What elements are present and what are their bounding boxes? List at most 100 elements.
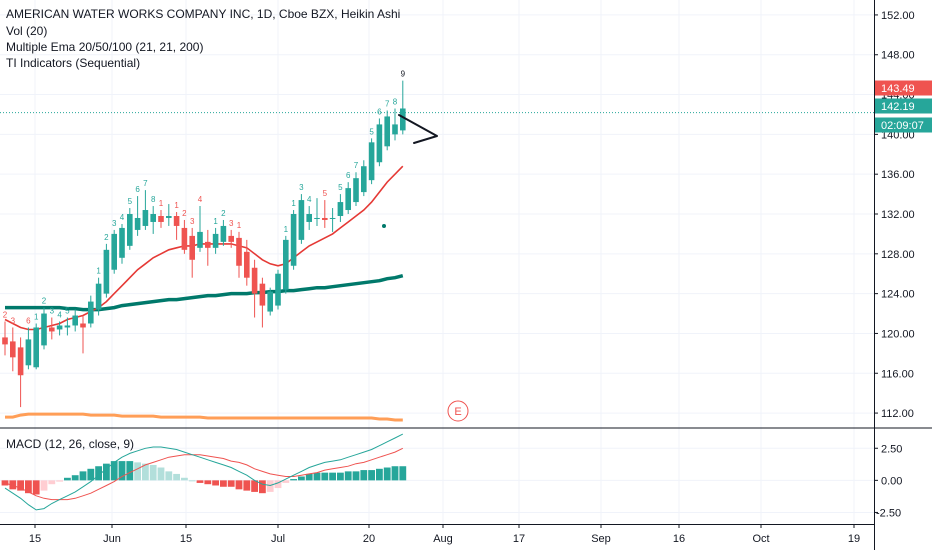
candle-body bbox=[72, 315, 78, 326]
candle-body bbox=[2, 337, 8, 345]
sequential-count: 3 bbox=[190, 217, 195, 226]
macd-histogram-bar bbox=[103, 463, 110, 481]
time-tick-label: Oct bbox=[752, 533, 769, 545]
ema-21-line bbox=[4, 165, 404, 331]
macd-histogram-bar bbox=[344, 471, 352, 481]
macd-tick-label: -2.50 bbox=[876, 507, 901, 519]
candle-body bbox=[10, 341, 16, 358]
candle-body bbox=[158, 215, 164, 222]
sequential-count: 2 bbox=[221, 209, 226, 218]
candle-body bbox=[337, 202, 344, 216]
macd-histogram-bar bbox=[157, 467, 165, 481]
time-axis[interactable]: 15 Jun 15 Jul 20 Aug 17 Sep 16 Oct 19 bbox=[29, 524, 860, 545]
candle-body bbox=[127, 214, 133, 246]
macd-histogram-bar bbox=[399, 466, 407, 481]
macd-histogram-bar bbox=[368, 470, 375, 481]
sequential-count: 2 bbox=[42, 297, 47, 306]
ema-lines bbox=[4, 165, 404, 422]
macd-legend[interactable]: MACD (12, 26, close, 9) bbox=[6, 437, 135, 451]
candle-body bbox=[283, 239, 289, 290]
macd-histogram-bar bbox=[220, 480, 227, 487]
ema-200-line bbox=[5, 412, 403, 422]
macd-histogram-bar bbox=[110, 461, 118, 481]
candle-body bbox=[49, 327, 55, 332]
macd-histogram-bar bbox=[266, 480, 274, 492]
macd-histogram-bar bbox=[79, 471, 87, 481]
candle-body bbox=[361, 166, 367, 193]
macd-line bbox=[4, 433, 404, 511]
candle-body bbox=[56, 325, 63, 330]
sequential-count: 3 bbox=[229, 219, 234, 228]
sequential-count: 6 bbox=[346, 171, 351, 180]
candle-body bbox=[17, 347, 24, 376]
sequential-count: 5 bbox=[369, 127, 374, 136]
sequential-count: 3 bbox=[299, 183, 304, 192]
macd-histogram-bar bbox=[48, 480, 56, 485]
candle-body bbox=[173, 215, 180, 226]
candle-body bbox=[322, 217, 328, 220]
earnings-marker-label: E bbox=[454, 406, 461, 418]
macd-histogram-bar bbox=[71, 475, 79, 481]
sequential-count: 5 bbox=[65, 307, 70, 316]
macd-histogram-bar bbox=[376, 468, 383, 481]
sequential-count: 1 bbox=[159, 199, 164, 208]
candle-body bbox=[189, 235, 195, 260]
macd-histogram-bar bbox=[282, 480, 290, 483]
candle-body bbox=[376, 124, 383, 163]
candle-body bbox=[290, 214, 297, 266]
signal-dot bbox=[382, 223, 386, 228]
candle-body bbox=[368, 142, 375, 181]
time-tick-label: 16 bbox=[673, 533, 685, 545]
sequential-count: 1 bbox=[96, 267, 101, 276]
high-price-tag-label: 143.49 bbox=[881, 83, 915, 95]
macd-tick-label: 2.50 bbox=[881, 443, 902, 455]
macd-histogram-bar bbox=[118, 461, 126, 481]
sequential-count: 8 bbox=[393, 97, 398, 106]
earnings-marker[interactable]: E bbox=[447, 400, 469, 422]
candle-body bbox=[64, 325, 71, 328]
sequential-count: 3 bbox=[50, 307, 55, 316]
macd-histogram-bar bbox=[142, 463, 149, 481]
time-tick-label: 15 bbox=[180, 533, 192, 545]
price-axis[interactable]: 152.00148.00144.00140.00136.00132.00128.… bbox=[874, 10, 915, 520]
candle-body bbox=[400, 108, 406, 131]
price-tick-label: 136.00 bbox=[881, 169, 915, 181]
price-tick-label: 148.00 bbox=[881, 50, 915, 62]
price-tick-label: 120.00 bbox=[881, 328, 915, 340]
sequential-count: 5 bbox=[338, 183, 343, 192]
macd-histogram-bar bbox=[56, 480, 63, 482]
macd-pane bbox=[1, 433, 407, 511]
sequential-count: 1 bbox=[213, 217, 218, 226]
candle-body bbox=[25, 339, 32, 366]
vol-legend[interactable]: Vol (20) bbox=[6, 24, 48, 38]
chart-title[interactable]: AMERICAN WATER WORKS COMPANY INC, 1D, Cb… bbox=[6, 7, 401, 21]
last-price-tag bbox=[875, 98, 932, 114]
sequential-count: 7 bbox=[354, 161, 359, 170]
sequential-count: 2 bbox=[3, 310, 8, 319]
candle-body bbox=[384, 116, 390, 147]
ema-green-line bbox=[5, 274, 404, 312]
price-tick-label: 128.00 bbox=[881, 249, 915, 261]
macd-histogram-bar bbox=[40, 480, 48, 491]
candle-body bbox=[88, 301, 94, 324]
ema-legend[interactable]: Multiple Ema 20/50/100 (21, 21, 200) bbox=[6, 40, 204, 54]
sequential-count: 4 bbox=[307, 195, 312, 204]
candle-body bbox=[181, 227, 188, 250]
countdown-tag-label: 02:09:07 bbox=[881, 120, 924, 132]
price-tick-label: 112.00 bbox=[881, 408, 914, 420]
drawing-arrow[interactable] bbox=[398, 114, 438, 144]
last-price-tag-label: 142.19 bbox=[881, 101, 915, 113]
candle-body bbox=[150, 214, 156, 222]
ti-legend[interactable]: TI Indicators (Sequential) bbox=[6, 56, 141, 70]
macd-histogram-bar bbox=[196, 480, 204, 483]
candle-body bbox=[329, 217, 336, 219]
candles bbox=[2, 80, 406, 408]
candle-body bbox=[103, 249, 110, 294]
price-tick-label: 152.00 bbox=[881, 10, 915, 22]
macd-tick-label: 0.00 bbox=[881, 475, 902, 487]
macd-histogram-bar bbox=[360, 470, 368, 481]
candle-body bbox=[267, 291, 273, 312]
candle-body bbox=[259, 283, 266, 306]
sequential-count: 5 bbox=[128, 197, 133, 206]
